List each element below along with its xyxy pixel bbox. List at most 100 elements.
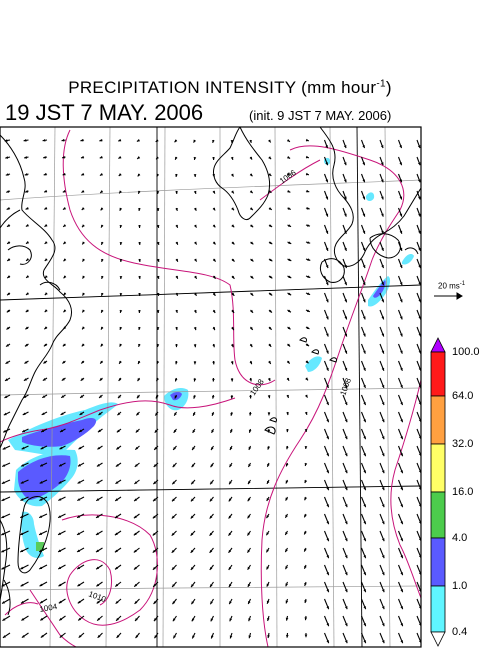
- wind-arrow-head: [400, 555, 403, 559]
- wind-arrow-head: [228, 566, 232, 570]
- wind-arrow-head: [1, 481, 5, 484]
- wind-arrow-head: [400, 589, 403, 593]
- wind-arrow-head: [153, 481, 157, 485]
- wind-arrow-head: [40, 446, 44, 450]
- wind-arrow-head: [249, 344, 253, 348]
- wind-scale-label: 20 ms-1: [438, 281, 465, 291]
- wind-arrow-head: [268, 207, 272, 210]
- wind-arrow-head: [326, 623, 329, 627]
- wind-arrow-head: [285, 531, 288, 535]
- wind-arrow-head: [306, 189, 310, 193]
- wind-arrow-head: [363, 538, 366, 542]
- wind-arrow-head: [326, 487, 329, 491]
- wind-arrow-head: [39, 583, 43, 587]
- wind-arrow-head: [61, 138, 65, 142]
- wind-arrow-head: [134, 464, 138, 467]
- wind-arrow-head: [400, 350, 403, 354]
- colorbar-label-4: 4.0: [452, 532, 468, 544]
- wind-arrow-head: [266, 566, 270, 570]
- wind-arrow-head: [156, 361, 160, 365]
- wind-arrow-head: [190, 549, 194, 553]
- rain-taiwan-heavy: [36, 542, 44, 551]
- wind-arrow-head: [119, 360, 122, 364]
- wind-arrow-head: [119, 242, 123, 245]
- wind-arrow-head: [24, 360, 28, 364]
- wind-arrow-head: [212, 292, 216, 296]
- wind-arrow-head: [58, 532, 62, 535]
- wind-arrow-head: [44, 326, 48, 330]
- wind-arrow-head: [418, 265, 421, 269]
- wind-arrow-head: [138, 293, 141, 296]
- wind-arrow-head: [97, 446, 101, 450]
- wind-arrow-head: [99, 155, 103, 159]
- wind-arrow-head: [193, 224, 197, 228]
- wind-arrow-head: [381, 299, 384, 303]
- wind-arrow-head: [285, 600, 289, 604]
- wind-arrow-head: [362, 213, 366, 217]
- wind-arrow-head: [39, 515, 43, 518]
- wind-arrow-head: [285, 634, 289, 638]
- wind-arrow-head: [325, 145, 328, 149]
- wind-arrow-head: [20, 515, 24, 518]
- colorbar-segment-4: [430, 537, 446, 587]
- wind-arrow-head: [400, 487, 403, 491]
- wind-arrow-head: [119, 190, 122, 194]
- wind-arrow-head: [400, 419, 403, 423]
- wind-arrow-head: [230, 173, 234, 177]
- wind-arrow-head: [77, 600, 81, 604]
- wind-arrow-head: [287, 189, 291, 193]
- wind-arrow-head: [228, 549, 232, 553]
- wind-arrow-head: [381, 419, 385, 423]
- map-frame: [0, 126, 422, 648]
- wind-arrow-head: [194, 275, 197, 279]
- wind-arrow-head: [363, 470, 366, 474]
- wind-arrow-head: [325, 247, 329, 251]
- wind-arrow-head: [209, 498, 213, 502]
- wind-arrow-head: [135, 429, 139, 433]
- wind-arrow-head: [325, 213, 329, 217]
- wind-arrow-head: [175, 327, 178, 331]
- wind-arrow-head: [133, 515, 137, 519]
- wind-arrow-head: [362, 179, 366, 183]
- wind-arrow-head: [418, 230, 421, 234]
- wind-arrow-head: [77, 480, 81, 484]
- isobar-low-south: [61, 514, 158, 626]
- wind-arrow-head: [362, 282, 366, 286]
- wind-scale-sup: -1: [459, 281, 466, 287]
- wind-arrow-head: [269, 309, 272, 313]
- wind-arrow-head: [230, 429, 233, 433]
- wind-arrow-head: [306, 343, 310, 347]
- wind-arrow-head: [156, 156, 159, 160]
- wind-arrow-head: [194, 292, 197, 296]
- wind-arrow-head: [285, 549, 288, 553]
- wind-arrow-head: [343, 162, 347, 166]
- wind-arrow-head: [24, 156, 28, 159]
- wind-arrow-head: [44, 258, 48, 261]
- wind-arrow-head: [229, 447, 233, 451]
- wind-arrow-head: [266, 549, 269, 553]
- wind-arrow-head: [344, 555, 348, 559]
- wind-arrow-head: [191, 618, 195, 622]
- wind-arrow-head: [304, 582, 307, 586]
- wind-arrow-head: [153, 601, 157, 604]
- wind-arrow-head: [171, 498, 175, 502]
- isobar-label: 1004: [39, 602, 59, 614]
- wind-arrow-head: [400, 436, 403, 440]
- wind-arrow-head: [98, 412, 102, 416]
- wind-arrow-head: [190, 515, 194, 519]
- wind-arrow-head: [41, 412, 45, 415]
- wind-arrow-head: [307, 292, 311, 295]
- wind-arrow-head: [228, 515, 232, 519]
- wind-arrow-head: [7, 292, 11, 296]
- wind-arrow-head: [154, 429, 158, 433]
- wind-arrow-head: [399, 196, 403, 200]
- wind-arrow-head: [325, 196, 329, 200]
- wind-arrow-head: [101, 309, 104, 313]
- wind-arrow-head: [326, 521, 329, 525]
- wind-arrow-head: [362, 196, 366, 200]
- wind-arrow-head: [399, 265, 403, 269]
- wind-arrow-head: [7, 258, 11, 261]
- wind-arrow-head: [25, 309, 29, 313]
- wind-arrow-head: [153, 464, 157, 467]
- wind-arrow-head: [399, 316, 403, 320]
